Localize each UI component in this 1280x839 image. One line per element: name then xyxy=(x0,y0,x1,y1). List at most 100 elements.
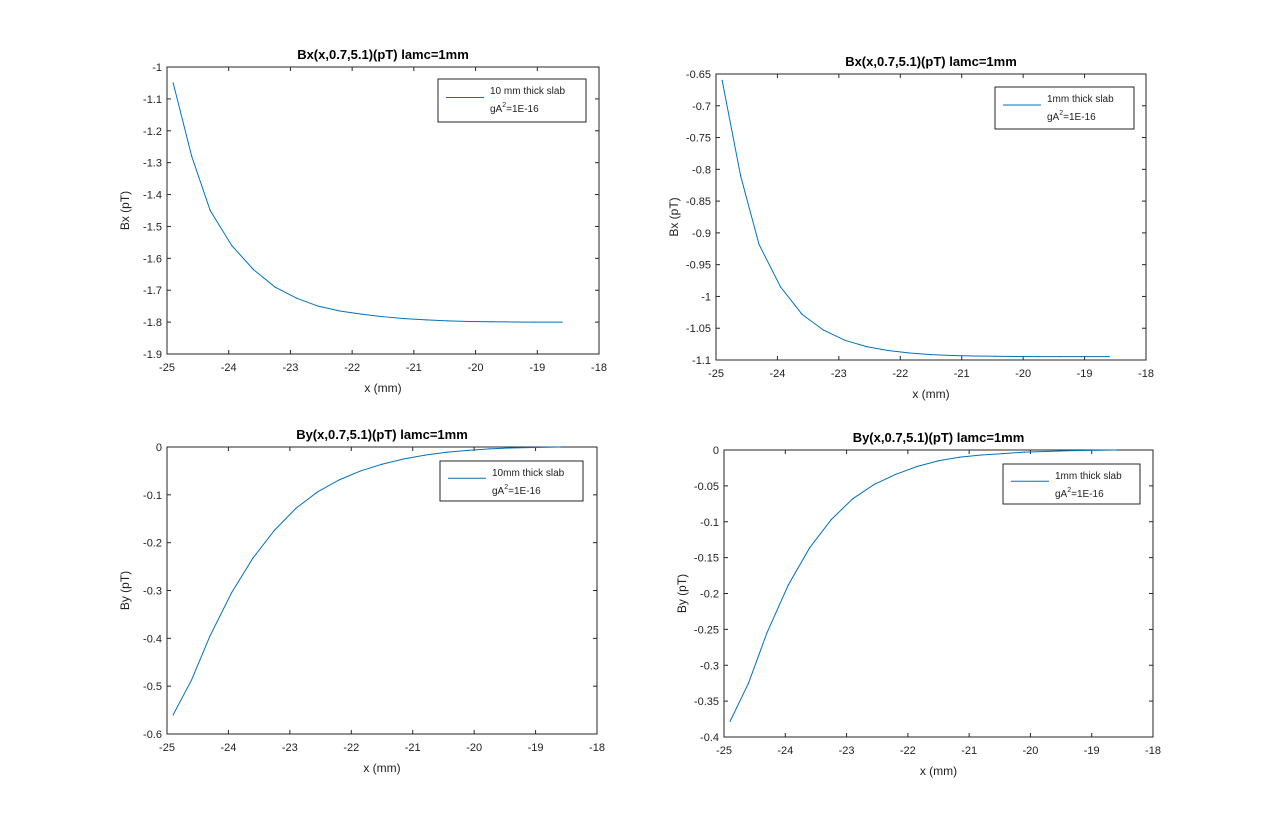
legend-label-2-post: =1E-16 xyxy=(506,104,539,115)
data-point xyxy=(172,82,174,84)
y-tick-label: -0.75 xyxy=(686,133,711,145)
y-tick-label: -1 xyxy=(152,62,162,74)
x-axis-label: x (mm) xyxy=(912,387,949,401)
legend: 1mm thick slab gA2=1E-16 xyxy=(994,86,1135,130)
x-tick-label: -23 xyxy=(839,745,855,757)
data-point xyxy=(467,449,469,451)
x-tick-label: -22 xyxy=(343,742,359,754)
y-axis-label: Bx (pT) xyxy=(118,191,132,230)
data-point xyxy=(511,321,514,323)
x-tick-label: -19 xyxy=(1077,368,1093,380)
data-point xyxy=(1002,452,1004,455)
data-point xyxy=(937,460,940,462)
data-point xyxy=(994,355,997,357)
x-tick-label: -24 xyxy=(769,368,785,380)
x-tick-label: -19 xyxy=(1084,745,1100,757)
y-tick-label: -1.5 xyxy=(143,221,162,233)
data-point xyxy=(381,463,383,465)
data-point xyxy=(1088,449,1090,451)
data-point xyxy=(359,470,362,472)
data-point xyxy=(721,79,723,81)
data-point xyxy=(908,352,911,354)
y-axis-label: By (pT) xyxy=(675,574,689,613)
data-point xyxy=(951,354,954,357)
x-tick-label: -23 xyxy=(282,362,298,374)
y-tick-label: -0.3 xyxy=(143,586,162,598)
legend-box xyxy=(439,460,584,502)
legend: 10mm thick slab gA2=1E-16 xyxy=(439,460,584,502)
y-tick-label: -0.7 xyxy=(692,101,711,113)
y-tick-label: -1.1 xyxy=(692,355,711,367)
chart-title: Bx(x,0.7,5.1)(pT) lamc=1mm xyxy=(297,47,469,62)
data-point xyxy=(468,320,470,323)
data-point xyxy=(809,546,811,549)
x-tick-label: -20 xyxy=(466,742,482,754)
data-point xyxy=(1115,449,1117,451)
data-point xyxy=(1108,356,1110,358)
data-point xyxy=(231,244,233,247)
legend-label-2-sup: 2 xyxy=(1059,110,1063,117)
data-point xyxy=(559,446,561,448)
x-tick-label: -20 xyxy=(1015,368,1031,380)
legend-label-2-pre: gA xyxy=(490,104,503,115)
data-point xyxy=(739,175,742,177)
data-point xyxy=(445,451,448,453)
legend-label-2-sup: 2 xyxy=(1067,487,1071,494)
legend-label: 1mm thick slab xyxy=(1055,471,1122,482)
y-tick-label: -0.85 xyxy=(686,196,711,208)
subplot-1: -25 -24 -23 -22 -21 -20 -19 -18 -1.9 -1.8 -1.7 -1.6… xyxy=(118,47,607,395)
data-point xyxy=(822,329,825,331)
x-tick-label: -20 xyxy=(468,362,484,374)
data-point xyxy=(273,529,276,531)
data-point xyxy=(533,321,535,323)
y-tick-label: -1.6 xyxy=(143,253,162,265)
y-tick-label: -1.1 xyxy=(143,94,162,106)
data-point xyxy=(801,313,803,315)
x-tick-label: -22 xyxy=(900,745,916,757)
legend-label: 10 mm thick slab xyxy=(490,86,565,97)
data-point xyxy=(447,320,449,322)
y-tick-label: -0.1 xyxy=(143,490,162,502)
legend-label-2-pre: gA xyxy=(492,486,505,497)
legend-label-2: gA2=1E-16 xyxy=(490,102,539,115)
y-tick-label: -0.95 xyxy=(686,260,711,272)
x-tick-label: -21 xyxy=(954,368,970,380)
data-point xyxy=(490,321,492,323)
x-tick-label: -24 xyxy=(777,745,793,757)
y-axis-label: Bx (pT) xyxy=(667,197,681,236)
x-tick-label: -24 xyxy=(221,362,237,374)
x-tick-label: -23 xyxy=(282,742,298,754)
y-tick-label: -0.05 xyxy=(694,481,719,493)
y-tick-label: -0.4 xyxy=(143,633,162,645)
y-axis-label: By (pT) xyxy=(118,571,132,610)
legend-label-2: gA2=1E-16 xyxy=(1047,110,1096,123)
x-axis-label: x (mm) xyxy=(363,761,400,775)
data-point xyxy=(1023,451,1025,453)
data-point xyxy=(230,592,233,594)
x-tick-label: -20 xyxy=(1022,745,1038,757)
data-point xyxy=(747,682,750,684)
data-point xyxy=(787,584,789,586)
data-point xyxy=(873,483,875,486)
data-point xyxy=(531,446,534,449)
data-point xyxy=(209,209,211,212)
x-axis-label: x (mm) xyxy=(364,381,401,395)
legend-label-2-post: =1E-16 xyxy=(1071,489,1104,500)
legend-label-2-sup: 2 xyxy=(504,484,508,491)
y-tick-label: -0.8 xyxy=(692,164,711,176)
data-point xyxy=(510,447,512,449)
data-point xyxy=(729,720,731,722)
y-tick-label: 0 xyxy=(713,445,719,457)
x-tick-label: -23 xyxy=(831,368,847,380)
y-tick-label: -0.9 xyxy=(692,228,711,240)
x-tick-label: -22 xyxy=(344,362,360,374)
data-point xyxy=(209,635,211,637)
y-tick-label: -0.25 xyxy=(694,624,719,636)
chart-title: By(x,0.7,5.1)(pT) lamc=1mm xyxy=(296,427,468,442)
data-point xyxy=(887,349,889,352)
x-tick-label: -25 xyxy=(159,362,175,374)
y-tick-label: -0.5 xyxy=(143,681,162,693)
y-tick-label: -1.05 xyxy=(686,323,711,335)
legend-label-2-sup: 2 xyxy=(502,102,506,109)
y-tick-label: -0.35 xyxy=(694,696,719,708)
